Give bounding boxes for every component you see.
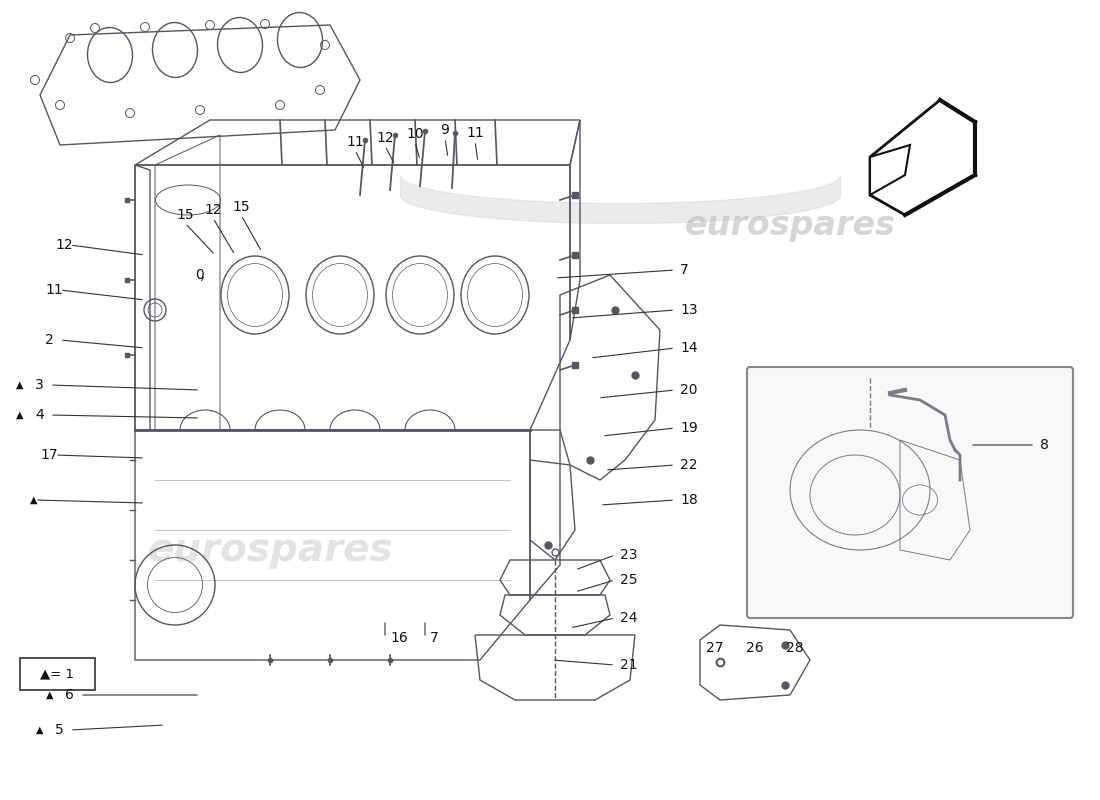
- Text: 3: 3: [35, 378, 44, 392]
- Text: 27: 27: [706, 641, 724, 655]
- Text: 23: 23: [620, 548, 638, 562]
- Text: ▲: ▲: [15, 410, 23, 420]
- Text: 24: 24: [620, 611, 638, 625]
- Text: 11: 11: [466, 126, 484, 140]
- Text: eurospares: eurospares: [684, 209, 895, 242]
- Text: 12: 12: [55, 238, 73, 252]
- Text: 15: 15: [232, 200, 250, 214]
- Text: 20: 20: [680, 383, 697, 397]
- Text: 7: 7: [430, 631, 439, 645]
- Text: 11: 11: [45, 283, 63, 297]
- Text: 25: 25: [620, 573, 638, 587]
- Text: 12: 12: [376, 131, 394, 145]
- Text: ▲: ▲: [35, 725, 43, 735]
- Text: 19: 19: [680, 421, 697, 435]
- Text: 18: 18: [680, 493, 697, 507]
- Text: 11: 11: [346, 135, 364, 149]
- Text: ▲= 1: ▲= 1: [40, 667, 74, 681]
- Text: 14: 14: [680, 341, 697, 355]
- Text: 13: 13: [680, 303, 697, 317]
- Text: 16: 16: [390, 631, 408, 645]
- Text: 17: 17: [40, 448, 57, 462]
- Polygon shape: [870, 100, 975, 215]
- Text: ▲: ▲: [45, 690, 53, 700]
- Text: 26: 26: [746, 641, 763, 655]
- Text: 6: 6: [65, 688, 74, 702]
- Text: 8: 8: [1040, 438, 1049, 452]
- Text: ▲: ▲: [15, 380, 23, 390]
- Text: 12: 12: [205, 203, 222, 217]
- Text: 9: 9: [441, 123, 450, 137]
- Polygon shape: [870, 145, 910, 195]
- Text: 22: 22: [680, 458, 697, 472]
- Text: 21: 21: [620, 658, 638, 672]
- Text: 7: 7: [680, 263, 689, 277]
- Text: 2: 2: [45, 333, 54, 347]
- Text: ▲: ▲: [30, 495, 37, 505]
- Text: 4: 4: [35, 408, 44, 422]
- Bar: [20, 658, 95, 690]
- Text: 15: 15: [176, 208, 194, 222]
- Text: 5: 5: [55, 723, 64, 737]
- Text: 10: 10: [406, 127, 424, 141]
- Text: eurospares: eurospares: [147, 531, 393, 569]
- Text: 28: 28: [786, 641, 804, 655]
- Text: 0: 0: [196, 268, 205, 282]
- FancyBboxPatch shape: [747, 367, 1072, 618]
